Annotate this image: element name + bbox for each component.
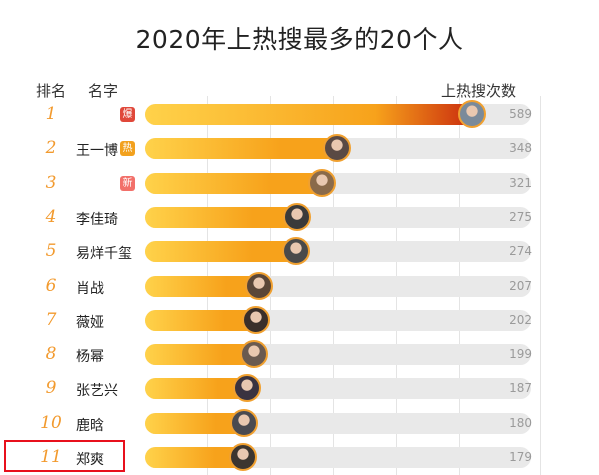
bar [145,138,339,160]
highlight-box [4,440,125,472]
avatar [240,340,268,369]
value-label: 202 [509,312,532,327]
bar [145,447,245,468]
rank-label: 3 [45,172,57,193]
rank-label: 1 [45,104,57,124]
rank-label: 5 [45,241,57,262]
rank-label: 10 [40,412,62,433]
value-label: 348 [509,141,532,156]
value-label: 321 [509,175,532,190]
value-label: 187 [509,381,532,396]
name-label: 李佳琦 [76,211,118,228]
rank-label: 2 [45,138,57,159]
chart-row: 10 鹿晗 180 [0,407,599,441]
avatar [242,305,270,334]
trending-tag: 热 [120,141,135,157]
name-label: 郑爽 [76,452,104,468]
chart-row: 11 郑爽 179 [0,441,599,475]
chart-row: 4 李佳琦 275 [0,201,599,235]
chart-row: 6 肖战 207 [0,270,599,304]
rank-label: 9 [45,378,57,399]
bar [145,412,246,434]
chart-row: 1 爆 589 [0,98,599,132]
value-label: 179 [509,450,532,464]
rank-label: 8 [45,344,57,365]
rank-header: 排名 [36,82,67,100]
value-label: 199 [509,347,532,362]
bar [145,172,324,194]
name-label: 王一博 [76,143,118,160]
chart-row: 2 王一博热 348 [0,132,599,166]
bar [145,378,249,400]
bar [145,275,261,297]
trending-tag: 新 [120,175,135,191]
bar [145,206,299,228]
trending-tag: 爆 [120,107,135,122]
avatar [323,134,351,163]
avatar [282,237,310,266]
value-label: 207 [509,278,532,293]
avatar [308,168,336,197]
chart-row: 8 杨幂 199 [0,338,599,372]
chart-row: 7 薇娅 202 [0,304,599,338]
count-header: 上热搜次数 [441,82,517,100]
rank-label: 4 [45,206,57,227]
chart-row: 9 张艺兴 187 [0,372,599,406]
avatar [283,202,311,231]
value-label: 589 [509,107,532,121]
name-header: 名字 [88,82,119,100]
rank-label: 6 [45,275,57,296]
bar [145,309,258,331]
avatar [458,100,486,128]
bar [145,241,298,263]
value-label: 274 [509,244,532,259]
name-label: 杨幂 [76,349,104,366]
value-label: 275 [509,209,532,224]
bar [145,344,256,366]
chart-title: 2020年上热搜最多的20个人 [135,25,464,54]
rank-label: 7 [45,309,57,330]
value-label: 180 [509,415,532,430]
name-label: 肖战 [76,280,104,297]
avatar [230,408,258,437]
avatar [233,374,261,403]
avatar [229,443,257,471]
name-label: 张艺兴 [76,383,118,400]
avatar [245,271,273,300]
name-label: 易烊千玺 [76,246,132,263]
name-label: 鹿晗 [76,417,104,434]
gridline [540,96,541,475]
name-label: 薇娅 [76,314,104,331]
chart-row: 5 易烊千玺 274 [0,235,599,269]
chart-row: 3 新 321 [0,167,599,201]
rank-label: 11 [40,447,62,467]
bar [145,104,474,125]
